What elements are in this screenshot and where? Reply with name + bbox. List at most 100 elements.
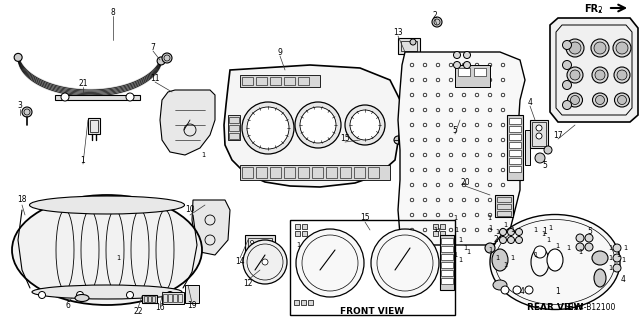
Text: 1: 1: [487, 215, 491, 221]
Ellipse shape: [12, 195, 202, 305]
Text: 1: 1: [546, 237, 550, 243]
Bar: [509, 166, 521, 172]
Circle shape: [613, 254, 621, 262]
Ellipse shape: [350, 110, 380, 140]
Circle shape: [499, 228, 506, 236]
Text: 10: 10: [185, 205, 195, 214]
Text: 2: 2: [493, 236, 499, 244]
Text: 1: 1: [116, 255, 120, 261]
Bar: [302, 224, 307, 229]
Text: 1: 1: [608, 255, 612, 261]
Ellipse shape: [595, 70, 605, 80]
Circle shape: [535, 153, 545, 163]
Text: 2: 2: [598, 5, 602, 14]
Bar: [441, 246, 453, 252]
Bar: [144, 296, 147, 302]
Circle shape: [250, 241, 253, 244]
Text: 1: 1: [433, 227, 437, 233]
Bar: [441, 270, 453, 276]
Circle shape: [162, 53, 172, 63]
Text: 1: 1: [510, 227, 514, 233]
Text: 1: 1: [578, 249, 582, 255]
Circle shape: [432, 17, 442, 27]
Circle shape: [454, 61, 461, 68]
Bar: [433, 231, 438, 236]
Text: 1: 1: [458, 237, 462, 243]
Bar: [242, 167, 253, 178]
Bar: [284, 77, 295, 85]
Circle shape: [536, 125, 542, 131]
Bar: [497, 204, 511, 209]
Circle shape: [410, 39, 416, 45]
Bar: [163, 294, 167, 302]
Circle shape: [508, 236, 515, 244]
Text: 1: 1: [454, 227, 458, 233]
Text: 2: 2: [433, 11, 437, 20]
Bar: [178, 294, 182, 302]
Bar: [301, 300, 306, 305]
Bar: [229, 117, 239, 123]
Bar: [340, 167, 351, 178]
Bar: [242, 77, 253, 85]
Text: 20: 20: [460, 178, 470, 187]
Circle shape: [61, 93, 69, 101]
Bar: [440, 235, 454, 290]
Text: 9: 9: [278, 47, 282, 57]
Ellipse shape: [591, 39, 609, 57]
Ellipse shape: [242, 102, 294, 154]
Ellipse shape: [569, 42, 581, 54]
Bar: [240, 165, 390, 180]
Bar: [433, 224, 438, 229]
Text: 14: 14: [235, 258, 245, 267]
Circle shape: [166, 292, 173, 299]
Bar: [173, 294, 177, 302]
Bar: [290, 220, 455, 315]
Text: 1: 1: [503, 262, 507, 268]
Text: 1: 1: [488, 247, 492, 253]
Circle shape: [14, 53, 22, 61]
Ellipse shape: [566, 39, 584, 57]
Bar: [229, 133, 239, 139]
Bar: [270, 77, 281, 85]
Circle shape: [508, 228, 515, 236]
Text: 17: 17: [553, 131, 563, 140]
Ellipse shape: [592, 251, 608, 265]
Circle shape: [463, 61, 470, 68]
Circle shape: [576, 243, 584, 251]
Bar: [507, 115, 523, 180]
Bar: [302, 231, 307, 236]
Bar: [270, 167, 281, 178]
Ellipse shape: [345, 105, 385, 145]
Text: 1: 1: [463, 245, 467, 251]
Bar: [298, 167, 309, 178]
Ellipse shape: [613, 39, 631, 57]
Ellipse shape: [371, 229, 439, 297]
Text: 1: 1: [453, 252, 457, 258]
Circle shape: [501, 286, 509, 294]
Text: 1: 1: [453, 215, 457, 221]
Ellipse shape: [563, 81, 572, 90]
Polygon shape: [55, 95, 140, 100]
Text: 1: 1: [503, 222, 507, 228]
Ellipse shape: [593, 93, 607, 107]
Polygon shape: [160, 90, 215, 155]
Circle shape: [585, 243, 593, 251]
Circle shape: [259, 251, 262, 253]
Circle shape: [544, 146, 552, 154]
Text: 6: 6: [65, 300, 70, 309]
Bar: [295, 231, 300, 236]
Text: 1: 1: [541, 231, 545, 237]
Bar: [256, 77, 267, 85]
Text: 5: 5: [452, 125, 458, 134]
Bar: [248, 252, 272, 262]
Bar: [441, 262, 453, 268]
Text: 4: 4: [527, 98, 532, 107]
Bar: [440, 224, 445, 229]
Text: 1: 1: [495, 255, 499, 261]
Text: 15: 15: [360, 213, 370, 222]
Bar: [308, 300, 313, 305]
Ellipse shape: [563, 100, 572, 109]
Text: 11: 11: [150, 74, 160, 83]
Circle shape: [394, 136, 402, 144]
Bar: [295, 224, 300, 229]
